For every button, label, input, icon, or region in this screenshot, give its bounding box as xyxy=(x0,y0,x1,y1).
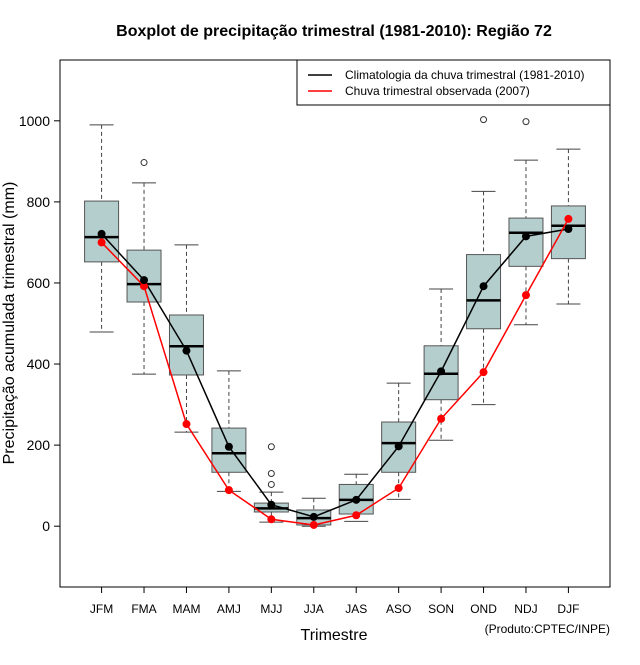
series-point xyxy=(140,282,149,291)
series-point xyxy=(224,442,233,451)
series-point xyxy=(479,368,488,377)
series-line-0 xyxy=(101,228,569,518)
box-iqr xyxy=(126,249,162,303)
series-point xyxy=(97,238,106,247)
chart-title: Boxplot de precipitação trimestral (1981… xyxy=(116,23,552,40)
series-point xyxy=(479,282,488,291)
series-point xyxy=(352,511,361,520)
x-tick-label: MAM xyxy=(172,602,200,616)
box-iqr xyxy=(508,217,544,267)
legend-label-observed: Chuva trimestral observada (2007) xyxy=(345,84,530,98)
y-tick-label: 1000 xyxy=(19,113,50,129)
box-JAS xyxy=(338,473,374,522)
series-point xyxy=(267,500,276,509)
series-lines xyxy=(97,214,573,529)
series-point xyxy=(394,442,403,451)
outlier-point xyxy=(267,443,275,451)
x-tick-label: AMJ xyxy=(217,602,241,616)
outlier-point xyxy=(267,480,275,488)
series-point xyxy=(521,291,530,300)
legend-label-climatology: Climatologia da chuva trimestral (1981-2… xyxy=(345,68,584,82)
box-JFM xyxy=(84,124,120,333)
series-point xyxy=(352,495,361,504)
y-axis: 0 200 400 600 800 1000 xyxy=(19,113,60,534)
series-point xyxy=(97,229,106,238)
outlier-point xyxy=(522,118,530,126)
x-tick-label: NDJ xyxy=(514,602,537,616)
x-axis: JFM FMA MAM AMJ MJJ JJA JAS ASO SON OND NDJ DJF xyxy=(90,587,579,616)
series-point xyxy=(182,346,191,355)
x-tick-label: JAS xyxy=(345,602,367,616)
series-point xyxy=(140,276,149,285)
series-point xyxy=(437,414,446,423)
x-tick-label: JJA xyxy=(304,602,324,616)
box-AMJ xyxy=(211,370,247,492)
series-point xyxy=(309,520,318,529)
outlier-point xyxy=(140,159,148,167)
box-FMA xyxy=(126,159,162,375)
legend-box xyxy=(296,59,611,106)
box-MAM xyxy=(168,244,204,433)
outlier-point xyxy=(267,469,275,477)
y-axis-label: Precipitação acumulada trimestral (mm) xyxy=(1,182,18,465)
y-tick-label: 200 xyxy=(27,437,51,453)
series-line-1 xyxy=(101,218,570,526)
x-tick-label: ASO xyxy=(386,602,411,616)
footnote: (Produto:CPTEC/INPE) xyxy=(485,622,610,636)
x-tick-label: FMA xyxy=(131,602,156,616)
y-tick-label: 600 xyxy=(27,275,51,291)
x-tick-label: SON xyxy=(428,602,454,616)
outlier-point xyxy=(480,116,488,124)
series-point xyxy=(224,486,233,495)
series-point xyxy=(437,367,446,376)
series-point xyxy=(564,214,573,223)
y-tick-label: 800 xyxy=(27,194,51,210)
x-tick-label: DJF xyxy=(557,602,579,616)
boxes xyxy=(84,116,586,527)
x-axis-label: Trimestre xyxy=(301,627,368,644)
legend: Climatologia da chuva trimestral (1981-2… xyxy=(296,59,611,106)
x-tick-label: OND xyxy=(470,602,497,616)
series-point xyxy=(521,232,530,241)
x-tick-label: JFM xyxy=(90,602,113,616)
series-point xyxy=(564,225,573,234)
box-OND xyxy=(466,116,502,406)
series-point xyxy=(394,484,403,493)
x-tick-label: MJJ xyxy=(260,602,282,616)
series-point xyxy=(309,512,318,521)
box-ASO xyxy=(381,382,417,500)
box-iqr xyxy=(466,254,502,330)
series-point xyxy=(182,420,191,429)
series-point xyxy=(267,515,276,524)
y-tick-label: 400 xyxy=(27,356,51,372)
y-tick-label: 0 xyxy=(42,518,50,534)
